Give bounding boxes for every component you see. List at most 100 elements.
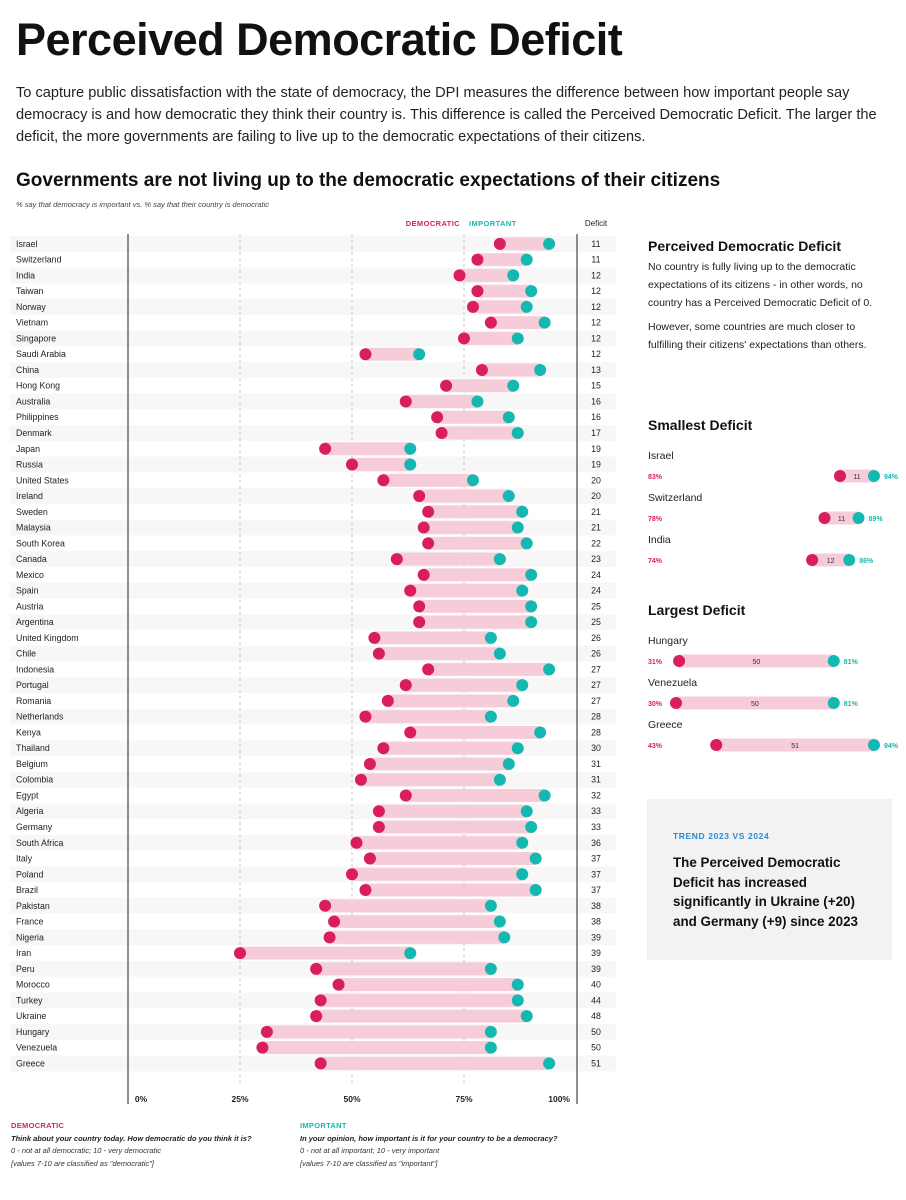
democratic-dot <box>346 458 358 471</box>
largest-democratic-label: 31% <box>648 659 663 666</box>
democratic-dot <box>413 490 426 503</box>
important-dot <box>516 836 529 849</box>
chart-subtitle: % say that democracy is important vs. % … <box>16 200 270 209</box>
deficit-value: 20 <box>591 475 601 485</box>
important-dot <box>525 616 538 629</box>
trend-label: TREND 2023 VS 2024 <box>673 831 770 841</box>
deficit-value: 39 <box>591 948 601 958</box>
deficit-bar <box>477 253 527 267</box>
deficit-bar <box>325 442 411 456</box>
democratic-dot <box>319 899 332 912</box>
deficit-bar <box>410 725 541 739</box>
smallest-democratic-label: 78% <box>648 516 663 523</box>
important-dot <box>507 269 520 282</box>
deficit-bar <box>437 410 509 424</box>
country-label: Nigeria <box>16 932 44 942</box>
democratic-dot <box>399 395 412 408</box>
row-stripe <box>10 425 616 441</box>
deficit-bar <box>266 1025 491 1039</box>
deficit-bar <box>383 741 518 755</box>
x-tick-label: 50% <box>343 1094 360 1104</box>
important-dot <box>520 1010 533 1023</box>
important-dot <box>507 694 520 707</box>
deficit-bar <box>459 268 514 282</box>
deficit-value: 25 <box>591 601 601 611</box>
country-label: South Korea <box>16 538 65 548</box>
pdd-paragraph-1: No country is fully living up to the dem… <box>648 261 873 309</box>
country-label: Mexico <box>16 570 44 580</box>
smallest-deficit-bar <box>812 553 850 567</box>
country-label: Italy <box>16 854 33 864</box>
important-dot <box>525 285 538 298</box>
country-label: Spain <box>16 586 39 596</box>
country-label: Poland <box>16 869 43 879</box>
important-dot <box>484 710 497 723</box>
row-stripe <box>10 708 616 725</box>
deficit-column-header: Deficit <box>585 219 608 228</box>
country-label: Ireland <box>16 491 43 501</box>
country-label: Peru <box>16 964 35 974</box>
row-stripe <box>10 488 616 504</box>
largest-deficit-bar <box>679 654 834 668</box>
deficit-bar <box>329 930 505 944</box>
deficit-value: 37 <box>591 869 601 879</box>
democratic-dot <box>404 584 417 597</box>
row-stripe <box>10 393 616 410</box>
deficit-value: 37 <box>591 854 601 864</box>
deficit-value: 19 <box>591 444 601 454</box>
deficit-value: 39 <box>591 964 601 974</box>
deficit-bar <box>378 804 527 818</box>
x-tick-label: 100% <box>548 1094 570 1104</box>
deficit-value: 24 <box>591 586 601 596</box>
democratic-dot <box>413 616 426 629</box>
legend-important: IMPORTANT <box>469 219 517 228</box>
deficit-value: 38 <box>591 917 601 927</box>
deficit-value: 38 <box>591 901 601 911</box>
largest-democratic-dot <box>710 739 723 751</box>
largest-democratic-label: 43% <box>648 743 663 750</box>
smallest-deficit-bar <box>824 511 859 525</box>
deficit-value: 12 <box>591 333 601 343</box>
important-dot <box>484 631 497 644</box>
important-dot <box>498 931 511 944</box>
country-label: Canada <box>16 554 47 564</box>
important-dot <box>525 821 538 833</box>
row-stripe <box>10 740 616 757</box>
deficit-bar <box>472 300 527 314</box>
democratic-dot <box>399 789 412 802</box>
largest-important-dot <box>827 697 840 709</box>
deficit-value: 12 <box>591 302 601 312</box>
deficit-value: 21 <box>591 523 601 533</box>
democratic-dot <box>372 821 385 833</box>
row-stripe <box>10 992 616 1009</box>
democratic-dot <box>234 947 246 960</box>
deficit-bar <box>365 883 536 897</box>
country-label: Morocco <box>16 980 50 990</box>
deficit-bar <box>428 505 523 519</box>
country-label: China <box>16 365 39 375</box>
deficit-value: 17 <box>591 428 601 438</box>
deficit-bar <box>423 521 518 535</box>
democratic-dot <box>310 1010 323 1023</box>
important-dot <box>543 663 556 676</box>
deficit-value: 25 <box>591 617 601 627</box>
deficit-value: 12 <box>591 286 601 296</box>
footer-democratic-scale: 0 - not at all democratic; 10 - very dem… <box>11 1146 162 1155</box>
deficit-bar <box>316 1009 527 1023</box>
row-stripe <box>10 299 616 315</box>
democratic-dot <box>359 710 372 723</box>
largest-gap-label: 51 <box>791 743 799 750</box>
deficit-bar <box>490 316 545 330</box>
important-dot <box>538 789 551 802</box>
country-label: Romania <box>16 696 51 706</box>
row-stripe <box>10 362 616 378</box>
democratic-dot <box>471 253 484 266</box>
deficit-bar <box>428 536 527 550</box>
deficit-bar <box>405 788 545 802</box>
democratic-dot <box>453 269 466 282</box>
footer-democratic-note: [values 7-10 are classified as "democrat… <box>11 1158 154 1168</box>
country-label: United Kingdom <box>16 633 79 643</box>
smallest-democratic-dot <box>833 470 846 482</box>
democratic-dot <box>390 553 403 566</box>
